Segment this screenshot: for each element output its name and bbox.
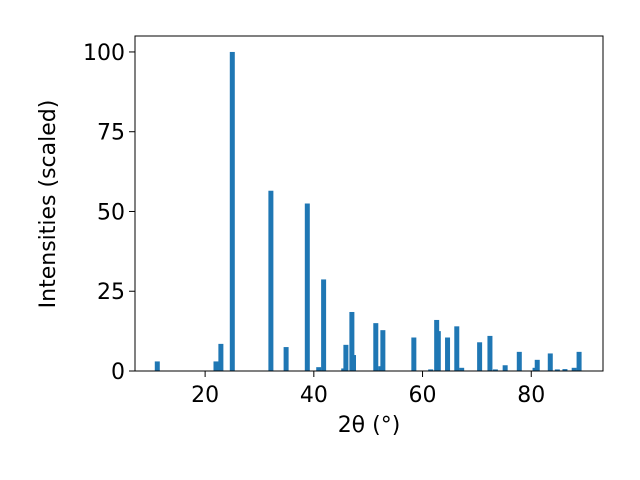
y-tick-label: 100 <box>83 41 125 66</box>
y-tick-label: 0 <box>111 360 125 385</box>
bar <box>477 342 483 371</box>
bar <box>502 365 508 371</box>
bar <box>428 369 434 371</box>
bar <box>213 361 219 371</box>
bar <box>380 330 386 371</box>
y-tick-label: 75 <box>97 121 125 146</box>
bar <box>411 337 417 371</box>
bar <box>343 344 349 371</box>
bar <box>283 347 289 371</box>
bar <box>349 311 355 371</box>
x-tick-label: 60 <box>409 383 437 408</box>
bar <box>373 323 379 371</box>
bar <box>459 367 465 371</box>
bar <box>554 369 560 371</box>
bar <box>562 369 568 371</box>
bar <box>445 337 451 371</box>
bar <box>321 279 327 371</box>
bar <box>218 343 224 371</box>
bar <box>487 335 493 371</box>
bar <box>268 190 274 371</box>
y-tick-label: 50 <box>97 200 125 225</box>
bar <box>516 351 522 371</box>
bar <box>435 331 441 371</box>
bar <box>547 353 553 371</box>
plot-frame <box>134 35 604 372</box>
x-tick-label: 40 <box>300 383 328 408</box>
bar <box>492 369 498 371</box>
bar <box>454 326 460 371</box>
bar <box>316 367 322 371</box>
y-tick-label: 25 <box>97 280 125 305</box>
bar <box>576 351 582 371</box>
bar <box>154 361 160 371</box>
bar <box>229 51 235 371</box>
bar <box>534 359 540 371</box>
bar <box>571 367 577 371</box>
bar <box>351 355 357 371</box>
x-tick-label: 20 <box>191 383 219 408</box>
bar <box>304 203 310 371</box>
y-axis-label: Intensities (scaled) <box>36 100 61 309</box>
x-tick-label: 80 <box>517 383 545 408</box>
x-axis-label: 2θ (°) <box>338 413 401 438</box>
